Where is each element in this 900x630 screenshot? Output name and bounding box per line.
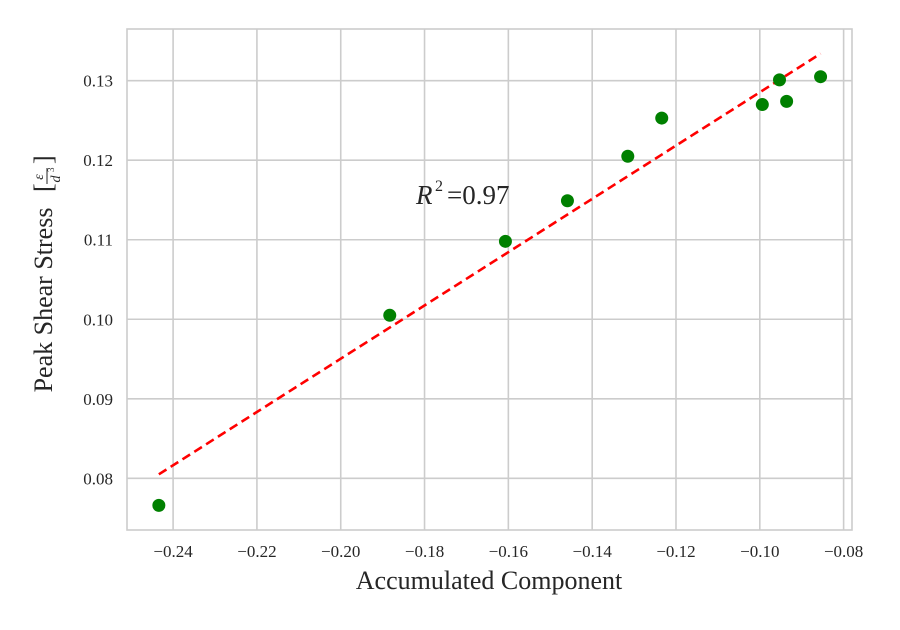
r-squared-annotation: R 2 =0.97: [415, 178, 509, 210]
annotation-value: =0.97: [447, 180, 509, 210]
y-axis-unit-bracket-close: ]: [29, 155, 58, 164]
data-point: [560, 194, 574, 208]
x-tick-label: −0.22: [237, 542, 276, 561]
y-tick-label: 0.10: [83, 310, 113, 329]
y-tick-label: 0.11: [84, 231, 113, 250]
x-tick-label: −0.24: [153, 542, 193, 561]
data-point: [755, 98, 769, 112]
x-tick-label: −0.20: [321, 542, 360, 561]
x-tick-label: −0.14: [573, 542, 613, 561]
data-point: [498, 234, 512, 248]
annotation-exponent: 2: [435, 178, 443, 195]
y-axis-unit-bracket-open: [: [29, 183, 58, 192]
data-point: [655, 111, 669, 125]
x-tick-label: −0.16: [489, 542, 528, 561]
x-tick-label: −0.12: [656, 542, 695, 561]
data-point: [383, 308, 397, 322]
x-tick-label: −0.08: [824, 542, 863, 561]
regression-line: [158, 52, 822, 476]
data-point: [152, 498, 166, 512]
data-point: [773, 73, 786, 87]
y-tick-label: 0.12: [83, 151, 113, 170]
annotation-r: R: [415, 180, 433, 210]
y-axis-unit-denominator-exp: 3: [46, 167, 56, 172]
fit-line: [158, 52, 822, 476]
y-axis-label: Peak Shear Stress [ ε d 3 ]: [29, 155, 64, 392]
y-axis-unit-denominator: d: [49, 175, 64, 183]
plot-area-frame: [126, 28, 853, 531]
y-axis-label-text: Peak Shear Stress: [29, 208, 58, 393]
y-tick-label: 0.08: [83, 469, 113, 488]
x-axis-label: Accumulated Component: [356, 566, 623, 595]
data-points: [152, 70, 828, 512]
y-tick-labels: 0.08 0.09 0.10 0.11 0.12 0.13: [83, 72, 113, 489]
x-tick-label: −0.18: [405, 542, 444, 561]
y-axis-unit-numerator: ε: [32, 174, 47, 180]
data-point: [780, 94, 794, 108]
grid-lines: [127, 29, 852, 530]
x-tick-label: −0.10: [740, 542, 779, 561]
data-point: [621, 149, 635, 163]
y-tick-label: 0.13: [83, 72, 113, 91]
data-point: [814, 70, 828, 84]
x-tick-labels: −0.24 −0.22 −0.20 −0.18 −0.16 −0.14 −0.12 −0.10…: [153, 542, 863, 561]
y-tick-label: 0.09: [83, 390, 113, 409]
